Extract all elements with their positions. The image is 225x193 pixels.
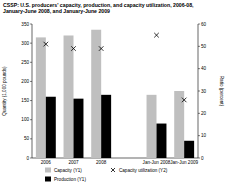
y-tick-label: 300 [21,41,29,46]
y-tick [30,119,32,120]
legend-label: Production (Y1) [54,177,86,182]
y2-tick [198,46,200,47]
bar [157,124,167,158]
y2-tick-label: 30 [201,89,207,94]
bar [184,141,194,158]
y-tick-label: 150 [21,98,29,103]
y-axis-label: Quantity (1,000 pounds) [2,66,7,116]
y2-tick-label: 50 [201,44,207,49]
y-tick [30,62,32,63]
y2-tick [198,113,200,114]
y-tick-label: 200 [21,79,29,84]
y-tick [30,43,32,44]
y-tick-label: 100 [21,117,29,122]
marker [154,33,159,38]
x-tick-label: Jan-Jun 2009 [170,160,198,165]
marker [44,42,49,47]
bar [36,37,46,158]
bar [101,95,111,158]
y-tick [30,81,32,82]
title-line: January-June 2008, and January-June 2009 [3,8,110,14]
y2-tick [198,135,200,136]
y2-axis-label: Ratio (percent) [219,76,224,107]
marker [71,46,76,51]
y-tick-label: 250 [21,60,29,65]
legend-label: Capacity (Y1) [54,168,82,173]
legend-swatch [45,168,51,173]
bar [147,95,157,158]
marker [182,98,187,103]
x-axis [32,158,198,159]
y-tick [30,24,32,25]
plot-area [36,30,194,158]
y-tick-label: 350 [21,22,29,27]
legend-swatch [111,168,115,172]
bar [46,97,56,158]
y2-tick-label: 0 [201,156,204,161]
y-tick [30,100,32,101]
y2-tick [198,158,200,159]
y-tick [30,138,32,139]
y-tick-label: 50 [24,136,30,141]
y2-tick-label: 40 [201,66,207,71]
x-tick-label: 2006 [41,160,52,165]
bar [74,99,84,158]
legend-swatch [45,177,51,182]
legend-label: Capacity utilization (Y2) [119,168,168,173]
y-axis [32,24,33,158]
y-tick-label: 0 [26,156,29,161]
y2-tick-label: 60 [201,22,207,27]
y2-tick-label: 10 [201,133,207,138]
marker [99,46,104,51]
title: CSSP: U.S. producers' capacity, producti… [3,2,194,14]
y-tick [30,158,32,159]
y2-tick [198,24,200,25]
y2-tick [198,91,200,92]
x-tick-label: 2008 [96,160,107,165]
y2-tick [198,68,200,69]
chart: CSSP: U.S. producers' capacity, producti… [0,0,225,193]
bar [91,30,101,158]
x-tick-label: Jan-Jun 2008 [143,160,171,165]
bar [64,35,74,158]
x-tick-label: 2007 [68,160,79,165]
y2-tick-label: 20 [201,111,207,116]
